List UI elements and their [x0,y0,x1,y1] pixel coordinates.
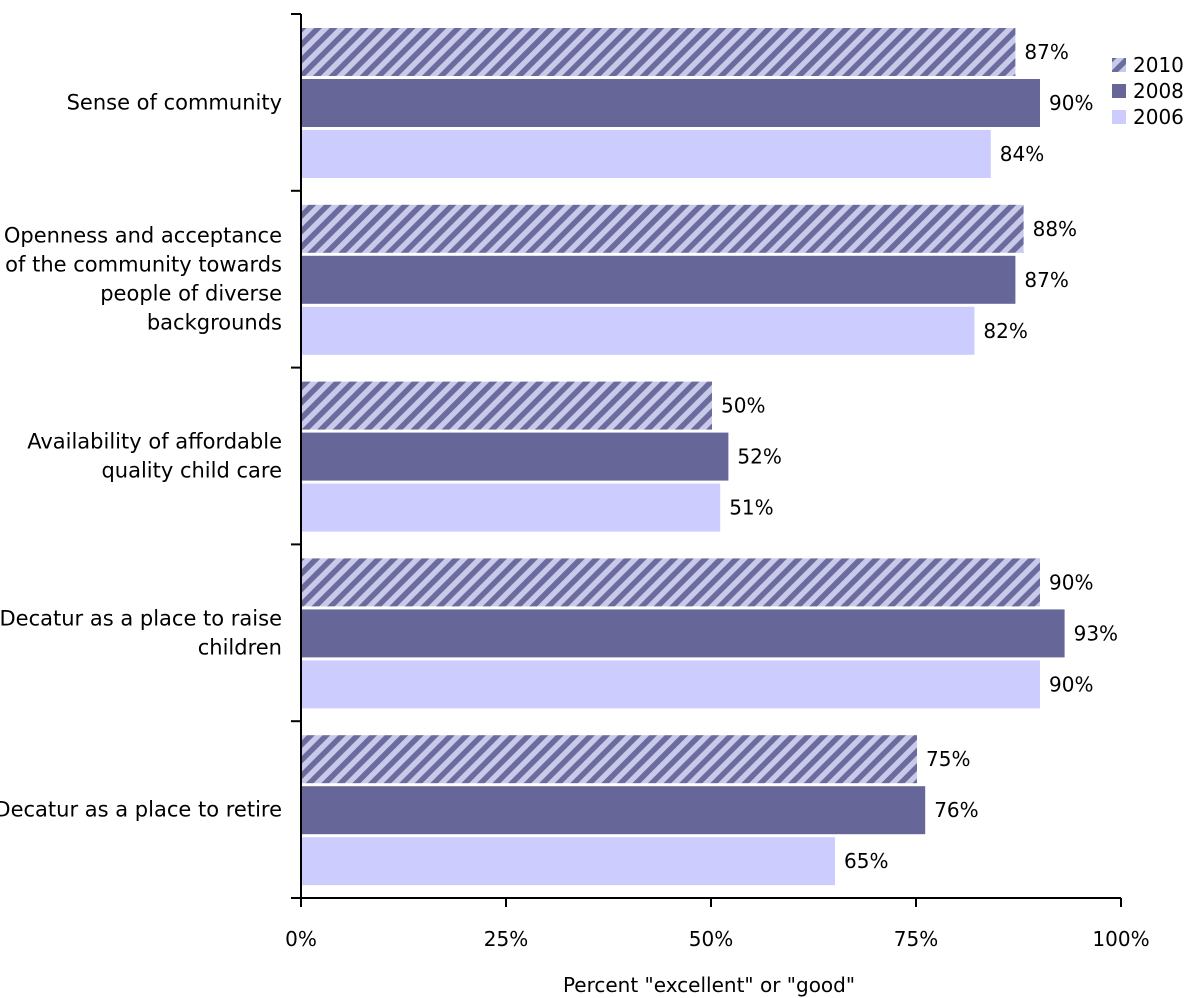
category-label-4: Decatur as a place to retire [0,798,282,822]
x-tick-label: 25% [484,927,528,951]
legend-label-2006: 2006 [1133,105,1184,129]
bar-2008-cat-1 [302,255,1016,304]
data-label-2008-cat-2: 52% [737,445,781,469]
legend-swatch-2006 [1112,110,1126,124]
data-label-2006-cat-1: 82% [983,319,1027,343]
bar-2006-cat-4 [302,837,835,886]
data-label-2008-cat-0: 90% [1049,91,1093,115]
bar-2010-cat-4 [302,735,917,784]
category-label-line: children [198,635,282,659]
x-axis-title: Percent "excellent" or "good" [563,973,855,997]
bar-2006-cat-1 [302,306,975,355]
data-label-2006-cat-0: 84% [1000,142,1044,166]
data-label-2006-cat-2: 51% [729,496,773,520]
category-label-line: backgrounds [147,311,282,335]
bar-2006-cat-3 [302,660,1040,709]
x-tick-label: 0% [285,927,317,951]
category-label-1: Openness and acceptance of the community … [4,224,282,335]
data-label-2010-cat-0: 87% [1024,40,1068,64]
data-label-2006-cat-3: 90% [1049,672,1093,696]
bar-2010-cat-2 [302,381,712,430]
category-label-line: Openness and acceptance [4,224,282,248]
bar-2006-cat-2 [302,483,721,532]
legend-label-2010: 2010 [1133,53,1184,77]
x-tick-label: 75% [894,927,938,951]
x-tick-label: 100% [1092,927,1149,951]
bar-2010-cat-3 [302,558,1040,607]
legend-label-2008: 2008 [1133,79,1184,103]
category-label-0: Sense of community [67,90,282,114]
category-label-line: Sense of community [67,90,282,114]
legend-swatch-2008 [1112,84,1126,98]
category-label-line: Availability of affordable [27,430,282,454]
category-label-line: people of diverse [100,282,282,306]
category-label-2: Availability of affordable quality child … [27,430,282,483]
bar-2008-cat-4 [302,786,926,835]
data-label-2008-cat-4: 76% [934,798,978,822]
category-label-line: Decatur as a place to raise [0,606,282,630]
bar-2008-cat-2 [302,432,729,481]
data-label-2006-cat-4: 65% [844,849,888,873]
category-label-line: quality child care [101,459,282,483]
x-tick-label: 50% [689,927,733,951]
legend-swatch-2010 [1112,58,1126,72]
bar-2008-cat-0 [302,79,1040,127]
category-label-line: of the community towards [5,253,282,277]
bar-2008-cat-3 [302,609,1065,658]
bar-2006-cat-0 [302,130,991,178]
data-label-2010-cat-1: 88% [1033,217,1077,241]
category-label-line: Decatur as a place to retire [0,798,282,822]
data-label-2008-cat-1: 87% [1024,268,1068,292]
category-label-3: Decatur as a place to raise children [0,606,282,659]
bar-2010-cat-0 [302,28,1016,76]
data-label-2008-cat-3: 93% [1074,621,1118,645]
data-label-2010-cat-3: 90% [1049,570,1093,594]
data-label-2010-cat-4: 75% [926,747,970,771]
bar-2010-cat-1 [302,204,1024,253]
data-label-2010-cat-2: 50% [721,394,765,418]
